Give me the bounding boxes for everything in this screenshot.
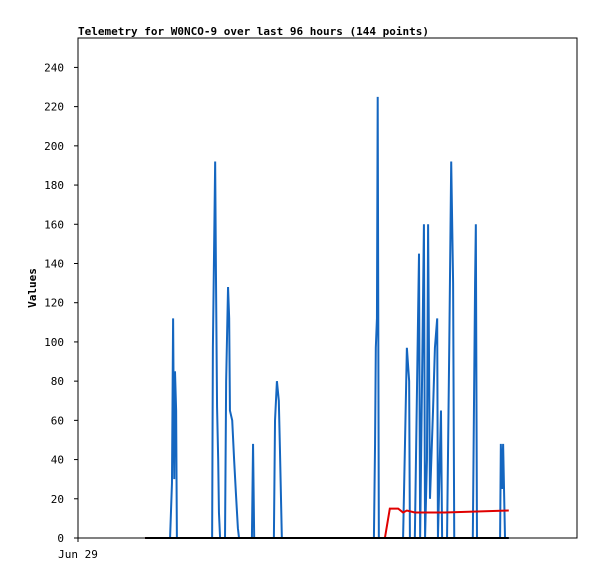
y-tick-label: 80 <box>51 375 64 388</box>
chart-title: Telemetry for W0NCO-9 over last 96 hours… <box>78 25 429 38</box>
series-line <box>145 507 509 539</box>
y-tick-label: 160 <box>44 218 64 231</box>
y-tick-label: 40 <box>51 454 64 467</box>
y-tick-label: 100 <box>44 336 64 349</box>
y-tick-label: 60 <box>51 414 64 427</box>
y-tick-label: 120 <box>44 297 64 310</box>
y-tick-label: 140 <box>44 257 64 270</box>
y-tick-label: 200 <box>44 140 64 153</box>
y-tick-label: 180 <box>44 179 64 192</box>
y-tick-label: 0 <box>57 532 64 545</box>
y-tick-label: 20 <box>51 493 64 506</box>
x-tick-label: Jun 29 <box>58 548 98 561</box>
series-line <box>145 96 509 539</box>
y-tick-label: 220 <box>44 101 64 114</box>
y-tick-label: 240 <box>44 61 64 74</box>
y-axis-label: Values <box>26 268 39 308</box>
